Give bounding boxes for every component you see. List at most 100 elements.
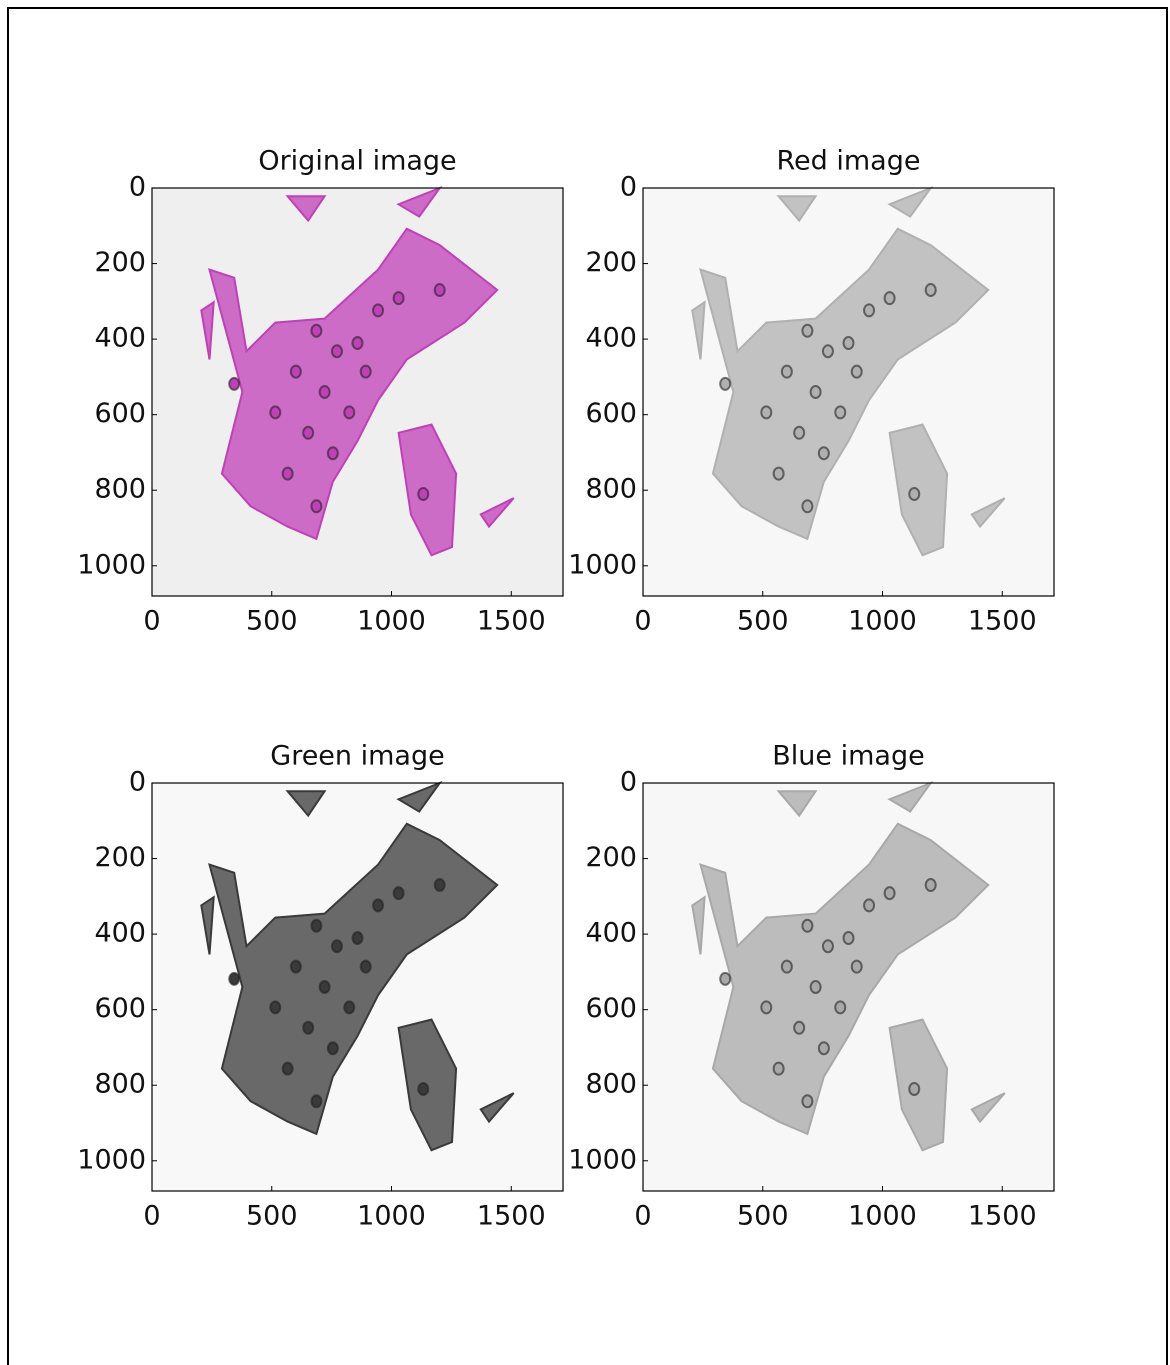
nucleus <box>229 378 239 390</box>
x-tick-label: 500 <box>246 1201 298 1232</box>
y-tick-label: 0 <box>129 172 146 203</box>
nucleus <box>782 961 792 973</box>
x-tick-label: 1000 <box>848 1201 917 1232</box>
y-tick-label: 200 <box>94 247 146 278</box>
x-tick-label: 1500 <box>968 606 1037 637</box>
nucleus <box>311 325 321 337</box>
nucleus <box>361 961 371 973</box>
nucleus <box>303 1022 313 1034</box>
y-tick-label: 200 <box>585 247 637 278</box>
nucleus <box>782 366 792 378</box>
x-tick-label: 0 <box>634 1201 651 1232</box>
nucleus <box>835 1001 845 1013</box>
x-tick-label: 1000 <box>848 606 917 637</box>
subplot-title: Green image <box>270 741 444 772</box>
nucleus <box>819 1042 829 1054</box>
nucleus <box>864 304 874 316</box>
y-tick-label: 0 <box>620 767 637 798</box>
y-tick-label: 800 <box>585 474 637 505</box>
nucleus <box>291 366 301 378</box>
nucleus <box>283 468 293 480</box>
nucleus <box>774 1063 784 1075</box>
figure: Original image 0 500 1000 1500 0 200 400 600 800 1… <box>0 0 1170 1365</box>
subplot-title: Blue image <box>772 741 924 772</box>
nucleus <box>852 366 862 378</box>
nucleus <box>774 468 784 480</box>
nucleus <box>418 1083 428 1095</box>
y-tick-label: 400 <box>585 323 637 354</box>
nucleus <box>864 899 874 911</box>
nucleus <box>926 879 936 891</box>
y-tick-label: 1000 <box>568 549 637 580</box>
nucleus <box>909 488 919 500</box>
y-tick-label: 0 <box>620 172 637 203</box>
nucleus <box>802 500 812 512</box>
x-tick-label: 1000 <box>357 606 426 637</box>
x-tick-label: 1500 <box>477 606 546 637</box>
nucleus <box>720 378 730 390</box>
nucleus <box>394 292 404 304</box>
nucleus <box>373 304 383 316</box>
nucleus <box>720 973 730 985</box>
y-tick-label: 0 <box>129 767 146 798</box>
y-tick-label: 200 <box>94 842 146 873</box>
x-tick-label: 500 <box>246 606 298 637</box>
nucleus <box>320 981 330 993</box>
nucleus <box>344 406 354 418</box>
nucleus <box>291 961 301 973</box>
x-tick-label: 0 <box>143 1201 160 1232</box>
nucleus <box>794 1022 804 1034</box>
nucleus <box>418 488 428 500</box>
nucleus <box>926 284 936 296</box>
subplot-title: Red image <box>777 146 921 177</box>
nucleus <box>394 887 404 899</box>
nucleus <box>270 1001 280 1013</box>
nucleus <box>229 973 239 985</box>
nucleus <box>283 1063 293 1075</box>
x-tick-label: 1000 <box>357 1201 426 1232</box>
nucleus <box>885 292 895 304</box>
nucleus <box>823 940 833 952</box>
nucleus <box>811 981 821 993</box>
y-tick-label: 600 <box>94 993 146 1024</box>
nucleus <box>435 284 445 296</box>
nucleus <box>794 427 804 439</box>
y-tick-label: 1000 <box>77 1144 146 1175</box>
nucleus <box>844 337 854 349</box>
y-tick-label: 800 <box>94 474 146 505</box>
nucleus <box>332 345 342 357</box>
nucleus <box>802 920 812 932</box>
nucleus <box>819 447 829 459</box>
nucleus <box>885 887 895 899</box>
x-tick-label: 1500 <box>968 1201 1037 1232</box>
y-tick-label: 800 <box>94 1069 146 1100</box>
nucleus <box>823 345 833 357</box>
nucleus <box>852 961 862 973</box>
nucleus <box>311 1095 321 1107</box>
nucleus <box>332 940 342 952</box>
x-tick-label: 0 <box>634 606 651 637</box>
subplot-title: Original image <box>258 146 456 177</box>
y-tick-label: 400 <box>585 918 637 949</box>
x-tick-label: 500 <box>737 606 789 637</box>
nucleus <box>328 447 338 459</box>
nucleus <box>353 932 363 944</box>
nucleus <box>320 386 330 398</box>
nucleus <box>844 932 854 944</box>
nucleus <box>311 500 321 512</box>
y-tick-label: 600 <box>585 993 637 1024</box>
y-tick-label: 200 <box>585 842 637 873</box>
y-tick-label: 600 <box>94 398 146 429</box>
y-tick-label: 1000 <box>568 1144 637 1175</box>
nucleus <box>811 386 821 398</box>
nucleus <box>761 1001 771 1013</box>
y-tick-label: 400 <box>94 918 146 949</box>
nucleus <box>802 1095 812 1107</box>
y-tick-label: 600 <box>585 398 637 429</box>
nucleus <box>311 920 321 932</box>
nucleus <box>328 1042 338 1054</box>
nucleus <box>435 879 445 891</box>
nucleus <box>270 406 280 418</box>
nucleus <box>353 337 363 349</box>
x-tick-label: 500 <box>737 1201 789 1232</box>
